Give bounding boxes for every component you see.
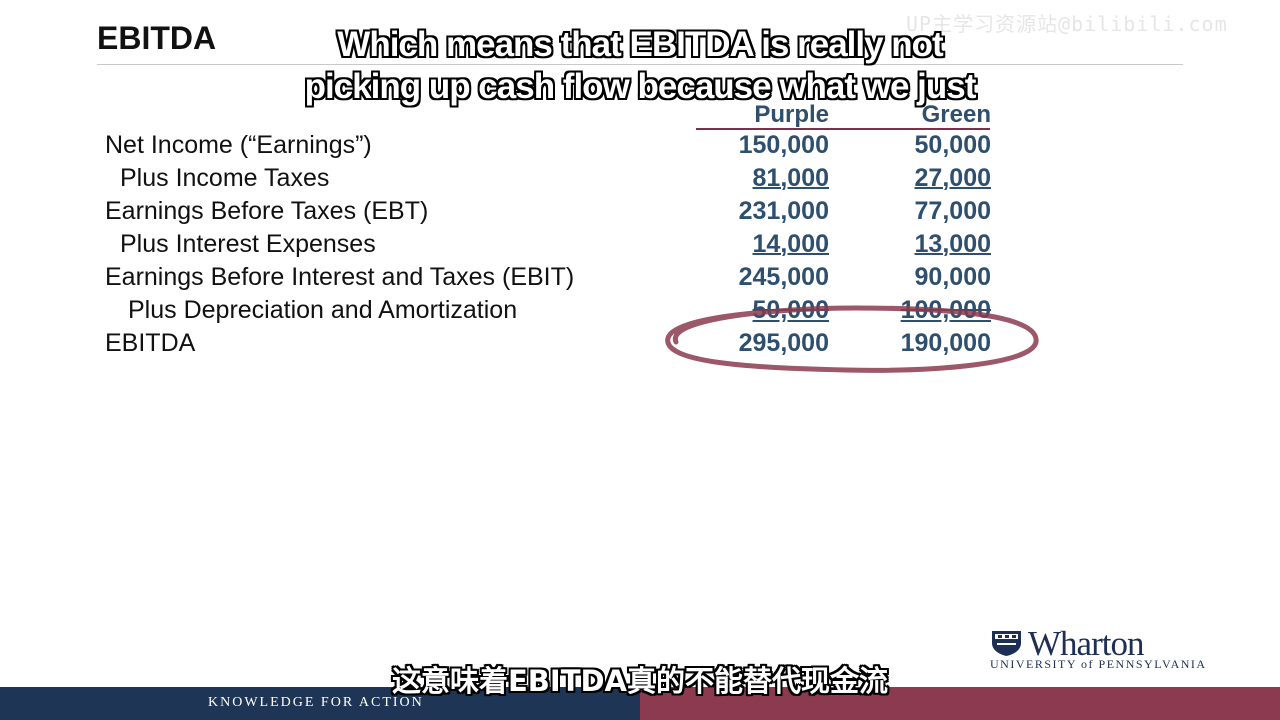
english-subtitle-line2: picking up cash flow because what we jus… xyxy=(304,67,977,106)
row-label: Earnings Before Interest and Taxes (EBIT… xyxy=(105,263,575,291)
table-row: Earnings Before Taxes (EBT) 231,000 77,0… xyxy=(0,197,1280,230)
english-subtitle-line1: Which means that EBITDA is really not xyxy=(337,25,943,64)
slide-title: EBITDA xyxy=(97,20,217,56)
row-label: EBITDA xyxy=(105,329,196,357)
table-row: Earnings Before Interest and Taxes (EBIT… xyxy=(0,263,1280,296)
header-underline xyxy=(696,128,990,130)
table-row: Net Income (“Earnings”) 150,000 50,000 xyxy=(0,131,1280,164)
chinese-subtitle: 这意味着EBITDA真的不能替代现金流 xyxy=(391,664,888,698)
green-value: 13,000 xyxy=(914,230,991,258)
green-value: 27,000 xyxy=(914,164,991,192)
purple-value: 245,000 xyxy=(738,263,829,291)
purple-value: 295,000 xyxy=(738,329,829,357)
title-divider xyxy=(97,64,1183,65)
footer-bar-navy xyxy=(0,687,640,720)
circle-annotation xyxy=(665,305,1039,373)
row-label: Earnings Before Taxes (EBT) xyxy=(105,197,429,225)
wharton-shield-icon xyxy=(992,631,1021,656)
green-value: 90,000 xyxy=(914,263,991,291)
table-row: Plus Depreciation and Amortization 50,00… xyxy=(0,296,1280,329)
table-row: EBITDA 295,000 190,000 xyxy=(0,329,1280,362)
purple-value: 231,000 xyxy=(738,197,829,225)
table-row: Plus Income Taxes 81,000 27,000 xyxy=(0,164,1280,197)
purple-value: 81,000 xyxy=(752,164,829,192)
green-value: 77,000 xyxy=(914,197,991,225)
green-value: 190,000 xyxy=(900,329,991,357)
table-row: Plus Interest Expenses 14,000 13,000 xyxy=(0,230,1280,263)
watermark: UP主学习资源站@bilibili.com xyxy=(906,12,1228,36)
row-label: Plus Interest Expenses xyxy=(120,230,376,258)
footer-bar-maroon xyxy=(640,687,1280,720)
wharton-logo: Wharton xyxy=(1028,624,1144,663)
column-header-green: Green xyxy=(921,101,991,128)
purple-value: 14,000 xyxy=(752,230,829,258)
footer-tagline: KNOWLEDGE FOR ACTION xyxy=(208,695,424,710)
row-label: Net Income (“Earnings”) xyxy=(105,131,372,159)
column-header-purple: Purple xyxy=(754,101,829,128)
purple-value: 150,000 xyxy=(738,131,829,159)
row-label: Plus Depreciation and Amortization xyxy=(128,296,518,324)
english-subtitle: Which means that EBITDA is really not pi… xyxy=(0,24,1280,108)
green-value: 50,000 xyxy=(914,131,991,159)
row-label: Plus Income Taxes xyxy=(120,164,330,192)
wharton-logo-subtitle: UNIVERSITY of PENNSYLVANIA xyxy=(990,657,1207,671)
